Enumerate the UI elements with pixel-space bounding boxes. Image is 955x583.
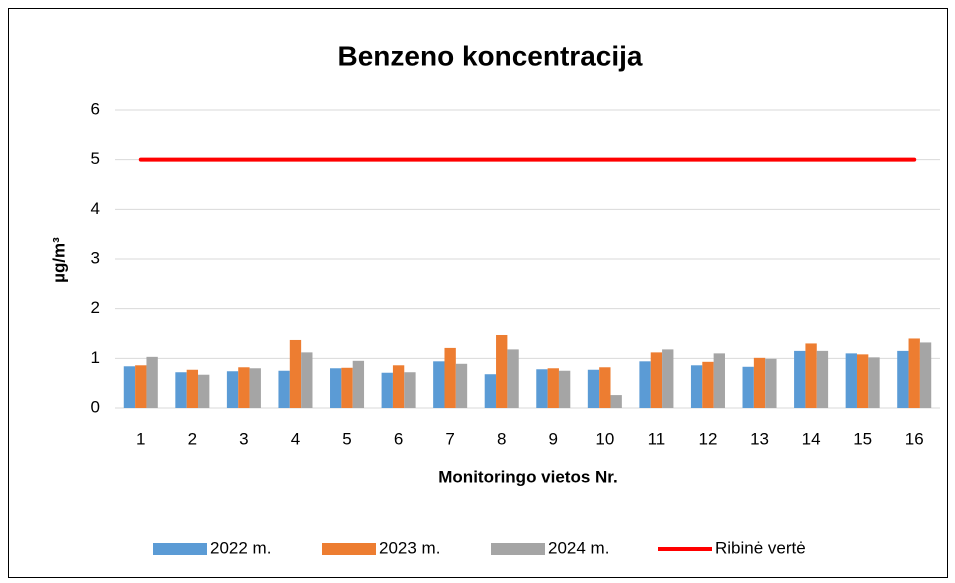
bar — [404, 372, 416, 408]
x-tick-label: 14 — [802, 429, 821, 448]
chart-title: Benzeno koncentracija — [338, 40, 643, 71]
bar — [908, 338, 920, 408]
x-tick-label: 16 — [905, 429, 924, 448]
x-tick-label: 4 — [291, 429, 300, 448]
bar — [816, 350, 829, 408]
bar — [856, 354, 869, 408]
bar — [650, 352, 663, 408]
chart-border — [8, 8, 948, 578]
bar — [484, 374, 497, 408]
x-axis-title: Monitoringo vietos Nr. — [438, 467, 617, 486]
bar — [558, 370, 571, 408]
x-tick-label: 12 — [699, 429, 718, 448]
x-tick-label: 15 — [853, 429, 872, 448]
bar — [845, 353, 857, 408]
x-tick-label: 9 — [549, 429, 558, 448]
y-tick-label: 6 — [91, 99, 100, 118]
x-tick-label: 10 — [595, 429, 614, 448]
bar — [341, 367, 353, 408]
legend-label: 2022 m. — [210, 538, 271, 557]
x-tick-label: 11 — [648, 429, 666, 448]
bar — [381, 372, 393, 408]
y-tick-label: 1 — [91, 348, 100, 367]
x-tick-label: 3 — [239, 429, 248, 448]
y-axis-title: µg/m³ — [49, 237, 68, 283]
bar — [919, 342, 932, 408]
y-tick-label: 0 — [91, 397, 100, 416]
bar — [868, 357, 880, 408]
legend-label: 2023 m. — [379, 538, 440, 557]
y-tick-label: 4 — [91, 199, 100, 218]
bar — [352, 360, 365, 408]
y-tick-label: 3 — [91, 248, 100, 267]
bar — [289, 339, 302, 408]
bar — [713, 353, 725, 408]
bar — [587, 369, 600, 408]
legend-swatch — [153, 543, 207, 555]
bar — [330, 368, 342, 408]
bar — [392, 365, 405, 408]
bar — [765, 358, 777, 408]
bar — [433, 361, 445, 408]
bar — [455, 363, 468, 408]
bar — [226, 371, 239, 408]
y-tick-label: 2 — [91, 298, 100, 317]
legend-swatch — [491, 543, 545, 555]
bar — [123, 366, 136, 408]
x-tick-label: 1 — [136, 429, 145, 448]
x-tick-label: 5 — [342, 429, 351, 448]
bar — [610, 395, 622, 408]
bar — [599, 367, 611, 408]
x-tick-label: 6 — [394, 429, 403, 448]
y-tick-label: 5 — [91, 149, 100, 168]
x-tick-label: 7 — [445, 429, 454, 448]
bar — [536, 369, 548, 408]
x-tick-label: 13 — [750, 429, 769, 448]
bar — [690, 365, 703, 408]
bar — [444, 347, 456, 408]
bar — [278, 370, 290, 408]
bar — [496, 334, 508, 408]
bar — [662, 349, 674, 408]
bar — [794, 350, 806, 408]
bar — [186, 369, 199, 408]
x-tick-label: 2 — [188, 429, 197, 448]
bar — [146, 356, 158, 408]
bar — [702, 361, 714, 408]
bar — [175, 372, 187, 408]
legend-label: 2024 m. — [548, 538, 609, 557]
bar — [547, 368, 559, 408]
bar — [507, 349, 519, 408]
bar — [198, 374, 210, 408]
bar — [753, 357, 766, 408]
legend-label: Ribinė vertė — [715, 538, 806, 557]
bar — [238, 367, 250, 408]
x-tick-label: 8 — [497, 429, 506, 448]
bar — [249, 368, 261, 408]
bar — [742, 366, 754, 408]
bar — [639, 361, 651, 408]
bar — [301, 352, 313, 408]
bar — [135, 365, 147, 408]
bar — [897, 350, 909, 408]
bar — [805, 343, 817, 408]
legend-swatch — [322, 543, 376, 555]
